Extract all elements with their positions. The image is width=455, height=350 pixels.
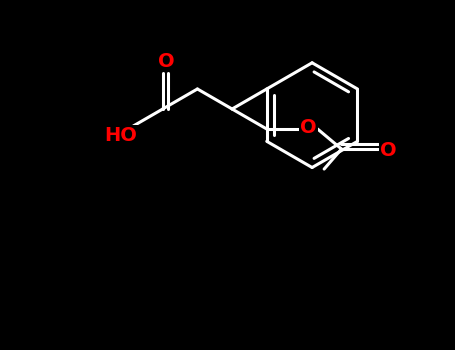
Text: HO: HO bbox=[105, 126, 137, 145]
Text: O: O bbox=[300, 118, 317, 137]
Text: O: O bbox=[157, 52, 174, 71]
Text: O: O bbox=[380, 141, 397, 160]
